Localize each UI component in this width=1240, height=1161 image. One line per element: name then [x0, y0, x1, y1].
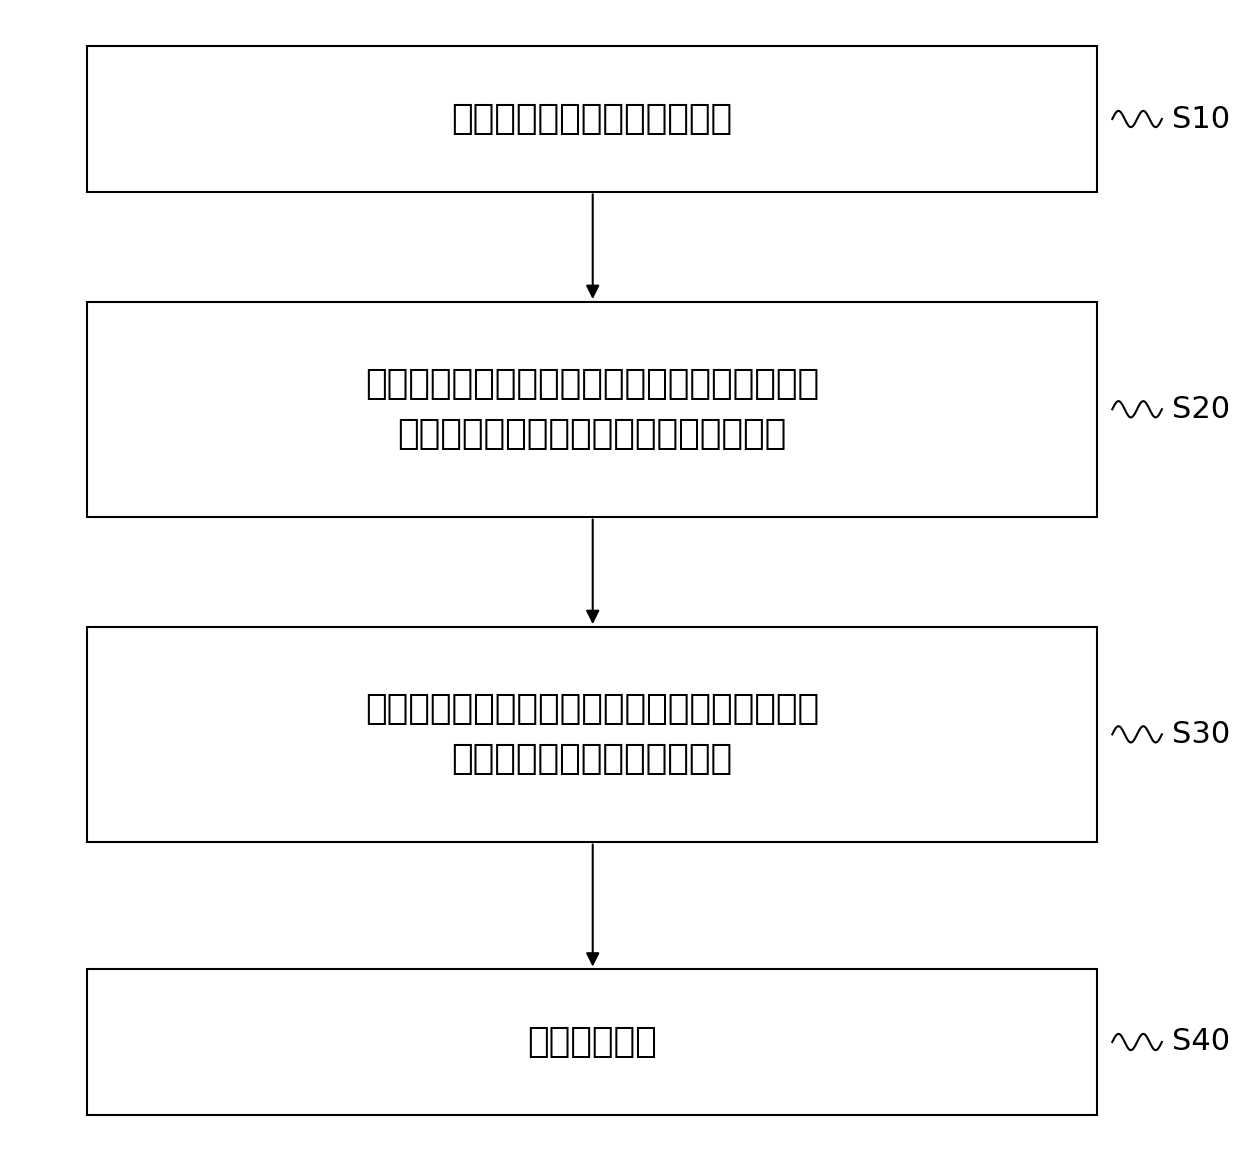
Bar — [87, 302, 1097, 517]
Bar — [87, 46, 1097, 192]
Bar — [87, 627, 1097, 842]
Text: 对工件台上的待曝光基底进行对准处理以及对掩
模台上的掩模版进行对准处理: 对工件台上的待曝光基底进行对准处理以及对掩 模台上的掩模版进行对准处理 — [365, 692, 820, 777]
Text: S20: S20 — [1172, 395, 1230, 424]
Text: 执行曝光操作: 执行曝光操作 — [527, 1025, 657, 1059]
Text: S30: S30 — [1172, 720, 1230, 749]
Bar — [87, 969, 1097, 1115]
Text: 通过温度传感器测量待曝光基底的表面温度，并
根据待曝光基底的表面温度进行温度控制: 通过温度传感器测量待曝光基底的表面温度，并 根据待曝光基底的表面温度进行温度控制 — [365, 367, 820, 452]
Text: S40: S40 — [1172, 1027, 1230, 1057]
Text: S10: S10 — [1172, 104, 1230, 134]
Text: 将待曝光基底放置在工件台上: 将待曝光基底放置在工件台上 — [451, 102, 733, 136]
